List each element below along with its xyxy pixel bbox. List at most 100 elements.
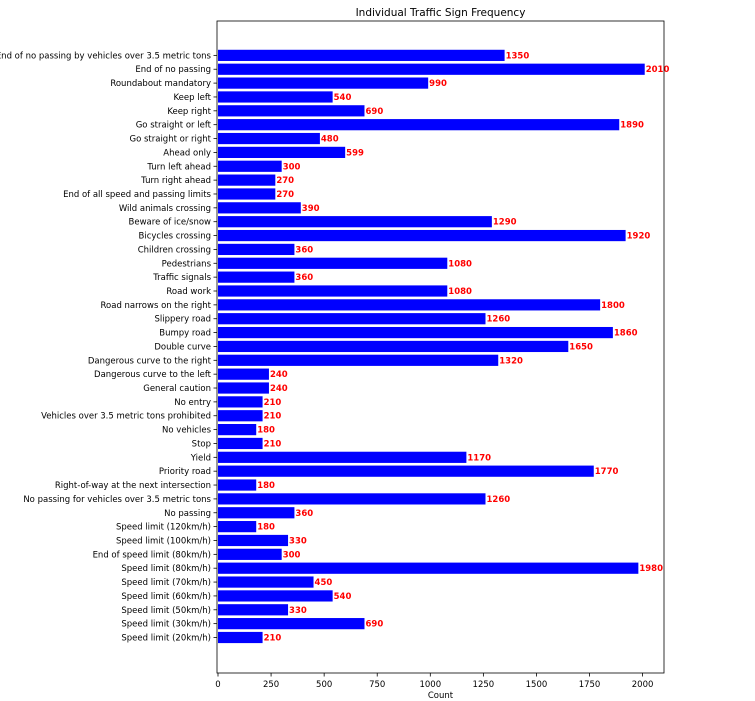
bar xyxy=(218,313,486,325)
x-tick-label: 2000 xyxy=(632,680,654,690)
bar xyxy=(218,326,613,339)
y-tick-label: Pedestrians xyxy=(162,259,212,269)
bar-value-label: 210 xyxy=(264,439,282,449)
x-tick-label: 0 xyxy=(215,680,220,690)
bar xyxy=(218,285,448,297)
bar xyxy=(218,271,295,283)
x-axis-ticks: 0 250 500 750 1000 1250 1500 1750 2000 xyxy=(215,673,653,690)
y-tick-label: Bumpy road xyxy=(159,329,211,339)
bar xyxy=(218,202,301,214)
bar-value-label: 360 xyxy=(295,273,313,283)
bar xyxy=(218,396,263,408)
bar-value-label: 690 xyxy=(365,620,383,630)
bar-value-label: 480 xyxy=(321,135,339,145)
y-tick-label: Speed limit (30km/h) xyxy=(121,620,211,630)
y-tick-label: Right-of-way at the next intersection xyxy=(55,481,211,491)
y-tick-label: Road narrows on the right xyxy=(101,301,212,311)
bar xyxy=(218,604,289,616)
chart-title: Individual Traffic Sign Frequency xyxy=(356,7,526,19)
bar-value-label: 180 xyxy=(257,426,275,436)
bar-value-label: 270 xyxy=(276,176,294,186)
bar-value-label: 1260 xyxy=(486,315,510,325)
bar xyxy=(218,437,263,450)
y-tick-label: End of speed limit (80km/h) xyxy=(93,550,211,560)
bar-value-label: 180 xyxy=(257,523,275,533)
y-tick-label: Vehicles over 3.5 metric tons prohibited xyxy=(41,412,211,422)
y-tick-label: Speed limit (50km/h) xyxy=(121,606,211,616)
bar xyxy=(218,160,282,172)
y-tick-label: Yield xyxy=(190,453,211,463)
bar-value-label: 1290 xyxy=(493,218,517,228)
y-tick-label: Traffic signals xyxy=(152,273,211,283)
y-tick-label: No vehicles xyxy=(162,426,212,436)
bar-value-label: 1260 xyxy=(486,495,510,505)
y-tick-label: No entry xyxy=(174,398,211,408)
y-tick-label: Roundabout mandatory xyxy=(110,79,211,89)
y-tick-label: Speed limit (60km/h) xyxy=(121,592,211,602)
y-tick-label: Speed limit (70km/h) xyxy=(121,578,211,588)
y-tick-label: Dangerous curve to the right xyxy=(88,356,212,366)
bar xyxy=(218,465,594,477)
bar-value-label: 1920 xyxy=(627,232,651,242)
bar-value-label: 180 xyxy=(257,481,275,491)
bar-value-label: 1080 xyxy=(448,259,472,269)
x-tick-label: 250 xyxy=(263,680,279,690)
y-tick-label: Turn left ahead xyxy=(146,162,211,172)
y-tick-label: Speed limit (80km/h) xyxy=(121,564,211,574)
bar xyxy=(218,424,257,436)
bar xyxy=(218,216,492,228)
bar xyxy=(218,368,269,380)
bar-value-label: 599 xyxy=(346,148,364,158)
x-tick-label: 1750 xyxy=(579,680,601,690)
bar-value-label: 240 xyxy=(270,384,288,394)
bar-value-label: 990 xyxy=(429,79,447,89)
y-tick-label: Speed limit (120km/h) xyxy=(116,523,211,533)
bar-value-label: 330 xyxy=(289,606,307,616)
y-tick-label: Dangerous curve to the left xyxy=(94,370,212,380)
bar-value-label: 1080 xyxy=(448,287,472,297)
bar xyxy=(218,590,333,602)
bar-value-label: 1980 xyxy=(639,564,663,574)
bar xyxy=(218,576,314,588)
x-tick-label: 750 xyxy=(369,680,385,690)
bar-value-label: 240 xyxy=(270,370,288,380)
bar xyxy=(218,188,276,200)
bar xyxy=(218,243,295,256)
bar-value-label: 540 xyxy=(334,93,352,103)
bar-value-label: 2010 xyxy=(646,65,670,75)
bar xyxy=(218,49,505,61)
bar xyxy=(218,91,333,103)
bar xyxy=(218,507,295,519)
bar xyxy=(218,354,499,366)
bar xyxy=(218,132,320,145)
bar-value-label: 360 xyxy=(295,509,313,519)
bar-value-label: 300 xyxy=(283,162,301,172)
plot-frame xyxy=(216,20,665,674)
bar-value-label: 450 xyxy=(315,578,333,588)
bar-value-label: 1890 xyxy=(620,121,644,131)
bar-value-label: 1320 xyxy=(499,356,523,366)
y-tick-label: End of no passing by vehicles over 3.5 m… xyxy=(0,51,212,61)
bar xyxy=(218,119,620,131)
y-tick-label: Ahead only xyxy=(163,148,211,158)
bar xyxy=(218,618,365,630)
bar-value-label: 540 xyxy=(334,592,352,602)
bar-value-label: 1860 xyxy=(614,329,638,339)
bar xyxy=(218,105,365,117)
bar xyxy=(218,257,448,269)
y-tick-label: Beware of ice/snow xyxy=(129,218,211,228)
y-tick-label: Keep right xyxy=(167,107,211,117)
y-tick-label: Keep left xyxy=(174,93,212,103)
y-tick-label: Double curve xyxy=(154,342,211,352)
bar xyxy=(218,451,467,463)
bar xyxy=(218,382,269,394)
y-tick-label: Bicycles crossing xyxy=(139,232,211,242)
y-tick-label: Stop xyxy=(192,439,211,449)
y-tick-label: Speed limit (20km/h) xyxy=(121,634,211,644)
x-tick-label: 500 xyxy=(316,680,332,690)
y-tick-label: General caution xyxy=(143,384,211,394)
bar-value-label: 330 xyxy=(289,536,307,546)
y-tick-label: Speed limit (100km/h) xyxy=(116,536,211,546)
y-tick-label: No passing for vehicles over 3.5 metric … xyxy=(23,495,211,505)
